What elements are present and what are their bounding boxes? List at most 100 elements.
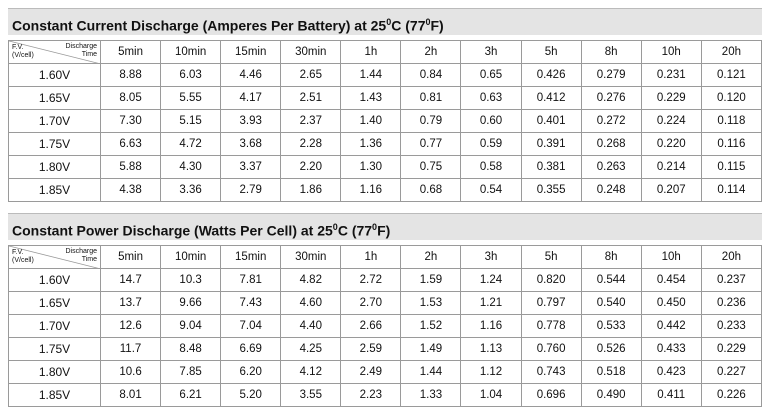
col-label-line: Time <box>81 256 97 263</box>
value-cell: 0.115 <box>700 155 763 179</box>
value-cell: 0.116 <box>700 132 763 156</box>
table-block: Constant Power Discharge (Watts Per Cell… <box>8 213 763 407</box>
value-cell: 1.33 <box>400 383 462 407</box>
value-cell: 0.233 <box>700 314 763 338</box>
column-header: 5h <box>520 40 582 64</box>
data-table: F.V. (V/cell) Discharge Time 5min 10min 15min 3… <box>8 40 763 202</box>
value-cell: 0.120 <box>700 86 763 110</box>
value-cell: 4.12 <box>280 360 342 384</box>
column-header: 10min <box>160 245 222 269</box>
fv-cell: 1.75V <box>8 337 101 361</box>
data-row: 1.65V 8.05 5.55 4.17 2.51 1.43 0.81 0.63 0.412 0.… <box>8 86 763 110</box>
value-cell: 7.81 <box>220 268 282 292</box>
value-cell: 0.797 <box>520 291 582 315</box>
column-header: 8h <box>580 245 642 269</box>
row-label-line: F.V. <box>12 249 24 256</box>
col-label: Discharge Time <box>65 248 97 264</box>
value-cell: 0.820 <box>520 268 582 292</box>
value-cell: 0.272 <box>580 109 642 133</box>
value-cell: 0.442 <box>640 314 702 338</box>
value-cell: 10.6 <box>99 360 162 384</box>
value-cell: 0.81 <box>400 86 462 110</box>
data-row: 1.85V 4.38 3.36 2.79 1.86 1.16 0.68 0.54 0.355 0.… <box>8 178 763 202</box>
value-cell: 0.518 <box>580 360 642 384</box>
diagonal <box>9 246 101 269</box>
fv-cell: 1.75V <box>8 132 101 156</box>
row-label-line: F.V. <box>12 44 24 51</box>
row-label-line: (V/cell) <box>12 257 34 264</box>
value-cell: 0.224 <box>640 109 702 133</box>
value-cell: 1.49 <box>400 337 462 361</box>
value-cell: 9.66 <box>160 291 222 315</box>
value-cell: 0.412 <box>520 86 582 110</box>
value-cell: 12.6 <box>99 314 162 338</box>
value-cell: 0.381 <box>520 155 582 179</box>
value-cell: 10.3 <box>160 268 222 292</box>
value-cell: 0.58 <box>460 155 522 179</box>
fv-cell: 1.80V <box>8 155 101 179</box>
value-cell: 2.59 <box>340 337 402 361</box>
column-header: 15min <box>220 245 282 269</box>
col-label-line: Discharge <box>65 43 97 50</box>
column-header: 10h <box>640 245 702 269</box>
column-header: 3h <box>460 245 522 269</box>
value-cell: 0.490 <box>580 383 642 407</box>
value-cell: 0.77 <box>400 132 462 156</box>
value-cell: 4.25 <box>280 337 342 361</box>
value-cell: 5.20 <box>220 383 282 407</box>
value-cell: 7.85 <box>160 360 222 384</box>
value-cell: 0.279 <box>580 63 642 87</box>
value-cell: 0.121 <box>700 63 763 87</box>
value-cell: 5.15 <box>160 109 222 133</box>
value-cell: 1.40 <box>340 109 402 133</box>
title-part: 0 <box>386 17 392 27</box>
fv-cell: 1.85V <box>8 383 101 407</box>
value-cell: 0.231 <box>640 63 702 87</box>
value-cell: 1.44 <box>340 63 402 87</box>
value-cell: 1.12 <box>460 360 522 384</box>
value-cell: 2.65 <box>280 63 342 87</box>
title-part: 0 <box>425 17 431 27</box>
value-cell: 3.55 <box>280 383 342 407</box>
data-row: 1.75V 6.63 4.72 3.68 2.28 1.36 0.77 0.59 0.391 0.… <box>8 132 763 156</box>
value-cell: 2.20 <box>280 155 342 179</box>
column-header: 8h <box>580 40 642 64</box>
value-cell: 4.46 <box>220 63 282 87</box>
value-cell: 1.21 <box>460 291 522 315</box>
value-cell: 7.30 <box>99 109 162 133</box>
value-cell: 0.75 <box>400 155 462 179</box>
value-cell: 0.65 <box>460 63 522 87</box>
column-header: 5min <box>99 40 162 64</box>
value-cell: 0.220 <box>640 132 702 156</box>
row-label: F.V. (V/cell) <box>12 249 34 265</box>
title-part: 0 <box>372 222 378 232</box>
value-cell: 1.30 <box>340 155 402 179</box>
data-row: 1.75V 11.7 8.48 6.69 4.25 2.59 1.49 1.13 0.760 0.… <box>8 337 763 361</box>
value-cell: 0.68 <box>400 178 462 202</box>
value-cell: 4.72 <box>160 132 222 156</box>
value-cell: 2.23 <box>340 383 402 407</box>
value-cell: 1.52 <box>400 314 462 338</box>
value-cell: 0.229 <box>700 337 763 361</box>
value-cell: 0.54 <box>460 178 522 202</box>
value-cell: 0.743 <box>520 360 582 384</box>
value-cell: 0.63 <box>460 86 522 110</box>
value-cell: 0.237 <box>700 268 763 292</box>
value-cell: 0.268 <box>580 132 642 156</box>
value-cell: 4.38 <box>99 178 162 202</box>
fv-cell: 1.70V <box>8 109 101 133</box>
value-cell: 0.526 <box>580 337 642 361</box>
value-cell: 2.72 <box>340 268 402 292</box>
value-cell: 1.59 <box>400 268 462 292</box>
corner-cell: F.V. (V/cell) Discharge Time <box>8 40 101 64</box>
row-label: F.V. (V/cell) <box>12 44 34 60</box>
title-part: Constant Power Discharge (Watts Per Cell… <box>12 222 333 239</box>
value-cell: 2.70 <box>340 291 402 315</box>
title-part: F) <box>377 222 391 239</box>
value-cell: 6.03 <box>160 63 222 87</box>
data-row: 1.80V 5.88 4.30 3.37 2.20 1.30 0.75 0.58 0.381 0.… <box>8 155 763 179</box>
value-cell: 2.37 <box>280 109 342 133</box>
value-cell: 13.7 <box>99 291 162 315</box>
value-cell: 4.30 <box>160 155 222 179</box>
column-header: 3h <box>460 40 522 64</box>
